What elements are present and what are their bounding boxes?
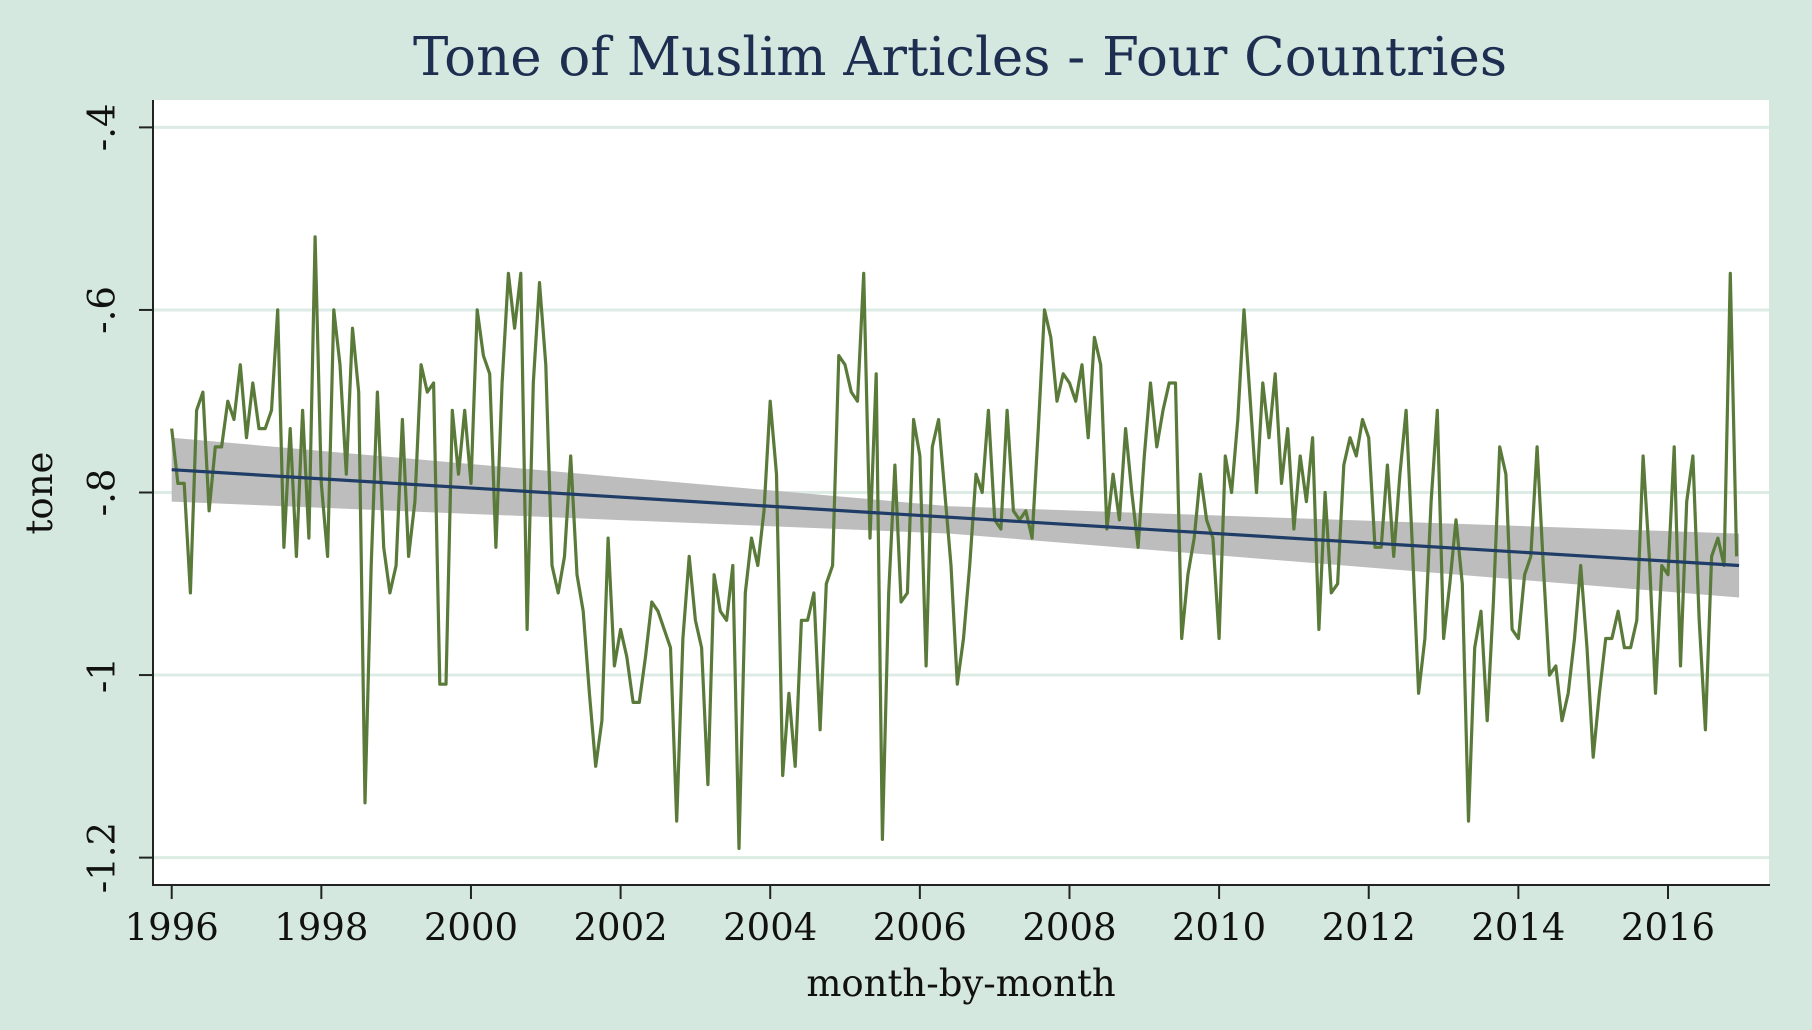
x-tick-label: 2010 — [1172, 906, 1266, 949]
x-tick-label: 1998 — [274, 906, 368, 949]
x-tick-label: 2000 — [424, 906, 518, 949]
y-tick-label: -.8 — [81, 469, 124, 517]
fit-line-layer — [171, 468, 1740, 568]
tone-series-line — [170, 235, 1739, 851]
x-axis-label: month-by-month — [806, 962, 1115, 1005]
y-tick-label: -.4 — [81, 103, 124, 151]
y-axis-label: tone — [18, 452, 61, 535]
x-tick-label: 2002 — [574, 906, 668, 949]
x-ticks: 1996 1998 2000 2002 2004 2006 2008 2010 2012 2014… — [125, 885, 1715, 949]
x-tick-label: 2006 — [873, 906, 967, 949]
x-tick-label: 2008 — [1022, 906, 1116, 949]
y-tick-label: -1 — [81, 657, 124, 693]
x-tick-label: 2012 — [1322, 906, 1416, 949]
linear-fit-line — [171, 468, 1740, 568]
y-tick-label: -1.2 — [81, 822, 124, 893]
y-tick-label: -.6 — [81, 286, 124, 334]
series-layer — [170, 235, 1739, 851]
x-tick-label: 2004 — [723, 906, 817, 949]
x-tick-label: 1996 — [125, 906, 219, 949]
x-tick-label: 2014 — [1471, 906, 1565, 949]
y-ticks: -.4 -.6 -.8 -1 -1.2 — [81, 103, 153, 893]
chart-title: Tone of Muslim Articles - Four Countries — [413, 27, 1507, 88]
x-tick-label: 2016 — [1621, 906, 1715, 949]
